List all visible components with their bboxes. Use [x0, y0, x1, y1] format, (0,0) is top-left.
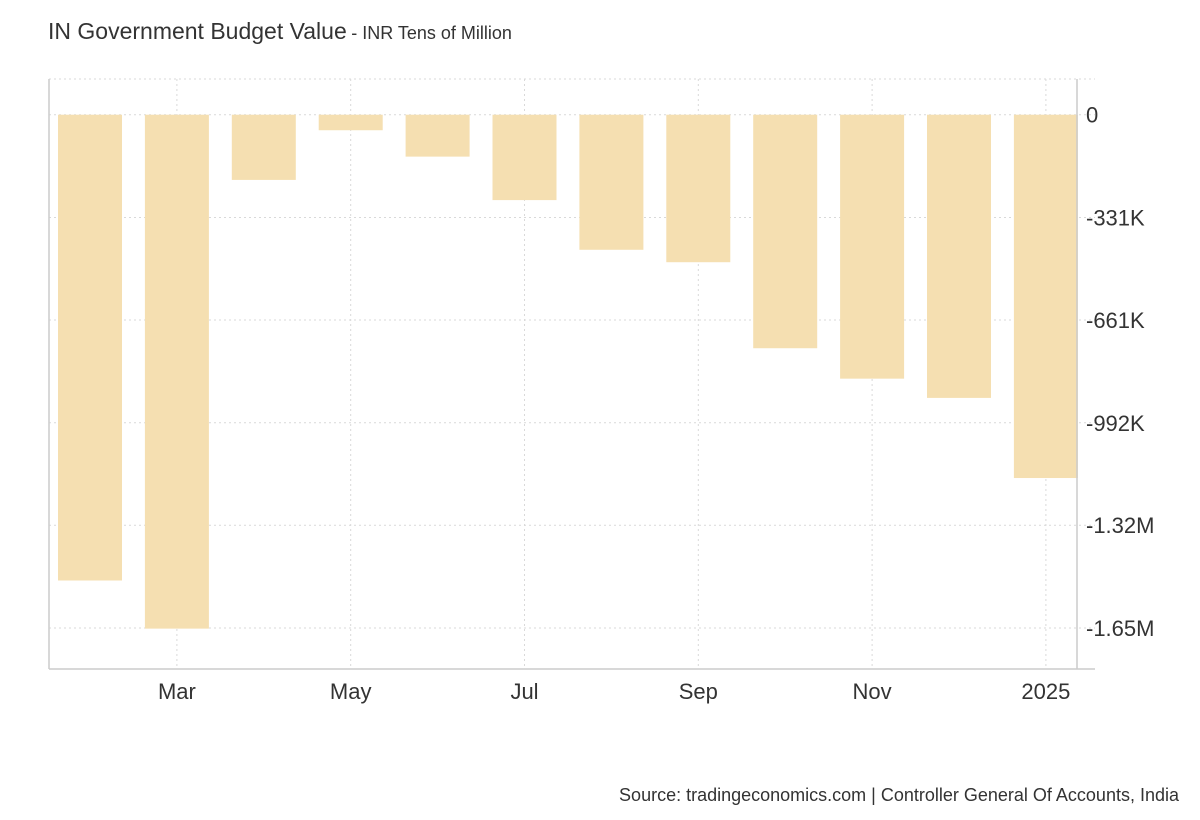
- x-tick-label: Nov: [853, 679, 892, 704]
- bar-2024-11: [927, 114, 991, 398]
- y-tick-label: 0: [1086, 103, 1098, 128]
- x-tick-label: Jul: [510, 679, 538, 704]
- bar-2024-08: [666, 114, 731, 263]
- source-note: Source: tradingeconomics.com | Controlle…: [619, 785, 1179, 805]
- chart-header: IN Government Budget Value - INR Tens of…: [48, 18, 512, 45]
- x-tick-label: Sep: [679, 679, 718, 704]
- bar-2024-02: [144, 114, 209, 629]
- y-tick-label: -1.65M: [1086, 616, 1154, 641]
- x-tick-label: Mar: [158, 679, 196, 704]
- y-tick-label: -331K: [1086, 205, 1145, 230]
- chart-title: IN Government Budget Value: [48, 18, 347, 44]
- axis-layer: [48, 79, 1095, 670]
- chart-area: Mar May Jul Sep Nov 2025 0 -331K -661K -992K -1.32…: [48, 78, 1155, 704]
- label-layer: Mar May Jul Sep Nov 2025 0 -331K -661K -992K -1.32…: [158, 103, 1155, 704]
- bar-2024-07: [579, 114, 644, 250]
- y-tick-label: -1.32M: [1086, 513, 1154, 538]
- bar-2024-03: [231, 114, 296, 180]
- y-tick-label: -992K: [1086, 411, 1145, 436]
- bar-2024-06: [492, 114, 557, 201]
- bar-2024-01: [58, 114, 122, 581]
- bar-2024-12: [1013, 114, 1078, 479]
- bar-2024-05: [405, 114, 470, 157]
- bar-2024-10: [840, 114, 905, 379]
- bar-2024-04: [318, 114, 383, 131]
- bar-chart: Mar May Jul Sep Nov 2025 0 -331K -661K -992K -1.32…: [48, 78, 1155, 704]
- y-tick-label: -661K: [1086, 308, 1145, 333]
- bar-layer: [58, 114, 1078, 629]
- chart-subtitle: - INR Tens of Million: [351, 23, 512, 43]
- x-tick-label: 2025: [1021, 679, 1070, 704]
- x-tick-label: May: [330, 679, 372, 704]
- bar-2024-09: [753, 114, 818, 349]
